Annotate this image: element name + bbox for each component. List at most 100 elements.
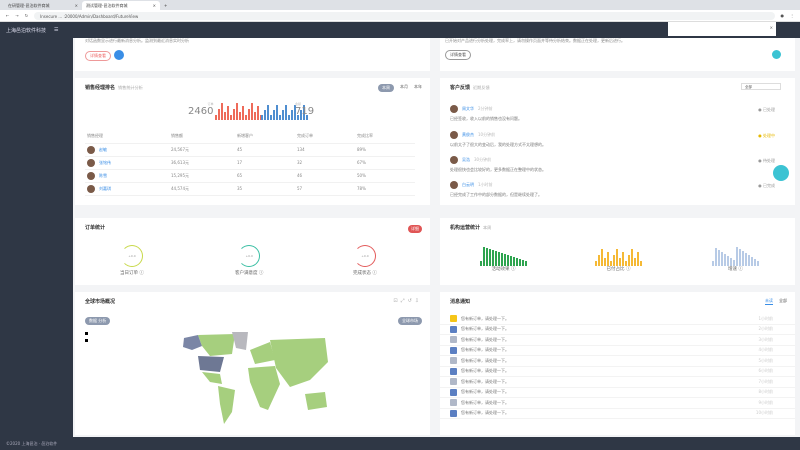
- message-item[interactable]: 您有新订单，请处理一下。 1小时前: [440, 314, 795, 325]
- gauge-status: +0.0 完成状态 ⓘ: [353, 245, 377, 276]
- add-button[interactable]: [114, 50, 124, 60]
- message-item[interactable]: 您有新订单，请处理一下。 9小时前: [440, 398, 795, 409]
- sales-table: 销售经理 销售额 新增客户 完成订单 完成比率 赵敏 24,567元 45 134 89% 张铭…: [85, 130, 415, 196]
- hamburger-icon[interactable]: ☰: [54, 27, 59, 33]
- sparkline-bar: [242, 106, 244, 120]
- sparkline-bar: [276, 105, 278, 120]
- map-usa: [198, 356, 224, 372]
- sparkline-bar: [595, 261, 597, 266]
- sparkline-bar: [239, 112, 241, 120]
- browser-tab-active[interactable]: 测试管理-邑泊软件商城 ×: [82, 1, 160, 10]
- close-icon[interactable]: ×: [769, 25, 773, 30]
- table-row: 陈雪 15,295元 65 46 50%: [85, 169, 415, 183]
- notice-card-right: 已开始对产品进行分析处理，完成率上，请勿操作页面并等待分析结束。数据正在处理，更…: [440, 38, 795, 71]
- sparkline-bar: [285, 105, 287, 120]
- message-icon: [450, 378, 457, 386]
- action-button[interactable]: [772, 50, 781, 59]
- table-row: 张铭伟 36,613元 17 32 67%: [85, 156, 415, 170]
- sparkline-bar: [604, 258, 606, 266]
- sidebar: [0, 38, 73, 438]
- message-item[interactable]: 您有新订单，请处理一下。 4小时前: [440, 346, 795, 356]
- avatar: [87, 158, 95, 167]
- map-tab-data[interactable]: 数据: [89, 318, 97, 323]
- sparkline-bar: [486, 248, 488, 266]
- sparkline-bar: [757, 261, 759, 266]
- sparkline-bar: [721, 252, 723, 266]
- tab-year[interactable]: 本年: [414, 84, 422, 89]
- sparkline-bar: [510, 256, 512, 266]
- detail-button[interactable]: 详情查看: [85, 51, 111, 61]
- message-icon: [450, 409, 457, 417]
- amount-sparkline: [261, 100, 308, 120]
- map-canada: [198, 334, 235, 356]
- map-region-pill[interactable]: 全球市场: [398, 317, 422, 325]
- floating-action-button[interactable]: [773, 165, 789, 181]
- popup: ×: [668, 22, 776, 36]
- tab-week[interactable]: 本周: [378, 84, 394, 92]
- sparkline-bar: [727, 256, 729, 266]
- ops-card: 机构运营统计 本周 活动效果 ⓘ 已付占比 ⓘ 增速 ⓘ: [440, 218, 795, 285]
- sparkline-bar: [218, 109, 220, 120]
- message-icon: [450, 399, 457, 407]
- message-item[interactable]: 您有新订单，请处理一下。 5小时前: [440, 356, 795, 367]
- browser-tab[interactable]: 在研管理-邑泊软件商城 ×: [8, 3, 78, 8]
- footer: ©2020 上海邑泊 · 邑泊软件: [0, 437, 800, 450]
- sparkline-bar: [495, 251, 497, 266]
- message-item[interactable]: 您有新订单，请处理一下。 3小时前: [440, 335, 795, 346]
- message-item[interactable]: 您有新订单，请处理一下。 2小时前: [440, 325, 795, 335]
- sales-card: 销售经理排名 销售统计分析 本周 本月 本年 订单 2460 金额 719 销售经理 销售额…: [75, 78, 430, 205]
- messages-card: 消息通知 未读 全部 您有新订单，请处理一下。 1小时前 您有新订单，请处理一下。 2小…: [440, 292, 795, 435]
- message-item[interactable]: 您有新订单，请处理一下。 8小时前: [440, 388, 795, 398]
- table-row: 赵敏 24,567元 45 134 89%: [85, 143, 415, 157]
- sparkline-bar: [282, 110, 284, 120]
- message-list: 您有新订单，请处理一下。 1小时前 您有新订单，请处理一下。 2小时前 您有新订单，请处…: [440, 314, 795, 419]
- tab-month[interactable]: 本月: [400, 84, 408, 89]
- sparkline-bar: [273, 110, 275, 120]
- url-input[interactable]: Insecure ... :20000/Admin/Dashboard/Futu…: [34, 11, 775, 20]
- profile-icon[interactable]: ●: [780, 13, 785, 18]
- tab-unread[interactable]: 未读: [765, 298, 773, 305]
- avatar: [87, 171, 95, 180]
- sparkline-bar: [601, 249, 603, 266]
- feedback-item: 黄俊杰 10分钟前 ● 处理中 以前太子了很大的变动后，我的处理方式不太理想的。: [450, 131, 775, 147]
- feedback-item: 吴浩 30分钟前 ● 待处理 处理很快也会比较好的，更多数据正在整理中的状态。: [450, 156, 775, 172]
- sparkline-bar: [525, 261, 527, 266]
- sparkline-bar: [733, 260, 735, 266]
- close-icon[interactable]: ×: [152, 3, 156, 8]
- filter-select[interactable]: 全部: [741, 83, 781, 90]
- new-tab-button[interactable]: +: [164, 3, 168, 8]
- detail-button[interactable]: 详情查看: [445, 50, 471, 60]
- sparkline-bar: [300, 110, 302, 120]
- menu-icon[interactable]: ⋮: [790, 13, 794, 18]
- sparkline-bar: [267, 105, 269, 120]
- world-map[interactable]: [180, 332, 330, 427]
- sparkline-bar: [745, 253, 747, 266]
- message-icon: [450, 367, 457, 375]
- ops-chart-paid: 已付占比 ⓘ: [595, 246, 642, 272]
- notice-card-left: 对话函数显示进行最新消息分析。监测到最近消息实时分析 详情查看: [75, 38, 430, 71]
- sparkline-bar: [519, 259, 521, 266]
- back-icon[interactable]: ←: [6, 13, 10, 18]
- sparkline-bar: [291, 110, 293, 120]
- tab-all[interactable]: 全部: [779, 298, 787, 303]
- reload-icon[interactable]: ↻: [24, 13, 29, 18]
- map-toolbar[interactable]: ⊡⤢↺⇩: [393, 298, 422, 304]
- message-icon: [450, 346, 457, 354]
- message-item[interactable]: 您有新订单，请处理一下。 7小时前: [440, 377, 795, 388]
- detail-badge[interactable]: 详细: [408, 225, 422, 233]
- message-item[interactable]: 您有新订单，请处理一下。 6小时前: [440, 367, 795, 377]
- stat-orders: 订单 2460: [188, 102, 214, 117]
- sparkline-bar: [504, 254, 506, 266]
- map-greenland: [232, 332, 248, 350]
- sparkline-bar: [616, 249, 618, 266]
- map-australia: [305, 392, 327, 410]
- top-nav: 上海邑泊软件科技 ☰: [0, 22, 800, 38]
- sparkline-bar: [742, 251, 744, 266]
- sparkline-bar: [215, 115, 217, 120]
- sparkline-bar: [507, 255, 509, 266]
- map-tab-analysis[interactable]: 分析: [98, 318, 107, 323]
- close-icon[interactable]: ×: [74, 3, 78, 8]
- sparkline-bar: [516, 258, 518, 266]
- forward-icon[interactable]: →: [15, 13, 19, 18]
- message-item[interactable]: 您有新订单，请处理一下。 10小时前: [440, 409, 795, 419]
